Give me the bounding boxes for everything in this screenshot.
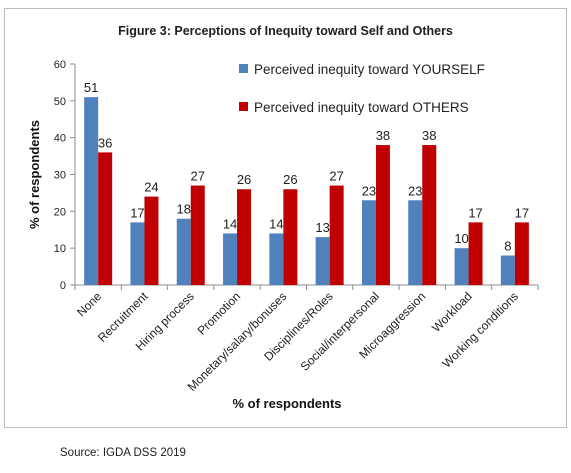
data-label: 27 — [329, 169, 343, 184]
legend-label-yourself: Perceived inequity toward YOURSELF — [254, 62, 485, 77]
bar-others — [144, 196, 159, 285]
data-label: 27 — [191, 169, 205, 184]
bar-yourself — [500, 255, 515, 285]
bar-others — [468, 222, 483, 285]
data-label: 17 — [130, 205, 144, 220]
data-label: 8 — [504, 239, 511, 254]
bar-yourself — [223, 233, 238, 285]
y-tick-label: 20 — [54, 206, 66, 218]
y-axis-title: % of respondents — [27, 120, 42, 229]
bar-others — [329, 185, 344, 285]
bar-yourself — [408, 200, 423, 285]
legend-swatch-others — [239, 102, 248, 111]
source-note: Source: IGDA DSS 2019 — [60, 447, 186, 459]
data-label: 36 — [98, 135, 112, 150]
data-label: 13 — [315, 220, 329, 235]
y-tick-label: 0 — [60, 280, 66, 292]
data-label: 17 — [468, 205, 482, 220]
data-label: 10 — [454, 231, 468, 246]
y-tick-label: 60 — [54, 59, 66, 71]
y-tick-label: 40 — [54, 133, 66, 145]
category-label: Social/interpersonal — [298, 289, 382, 373]
bar-others — [375, 145, 390, 285]
bar-yourself — [454, 248, 469, 285]
data-label: 14 — [269, 216, 283, 231]
data-label: 51 — [84, 80, 98, 95]
bar-yourself — [315, 237, 330, 285]
bar-yourself — [269, 233, 284, 285]
data-label: 38 — [376, 128, 390, 143]
bar-others — [190, 185, 205, 285]
y-tick-label: 30 — [54, 170, 66, 182]
bar-others — [514, 222, 529, 285]
data-label: 26 — [283, 172, 297, 187]
data-label: 17 — [515, 205, 529, 220]
legend-swatch-yourself — [239, 64, 248, 73]
data-label: 38 — [422, 128, 436, 143]
bar-others — [283, 189, 298, 285]
data-label: 14 — [223, 216, 237, 231]
data-label: 26 — [237, 172, 251, 187]
figure-frame — [4, 8, 567, 428]
bar-yourself — [84, 97, 99, 286]
category-label: None — [74, 289, 104, 319]
y-tick-label: 10 — [54, 243, 66, 255]
data-label: 23 — [362, 183, 376, 198]
chart-title: Figure 3: Perceptions of Inequity toward… — [118, 24, 453, 38]
data-label: 23 — [408, 183, 422, 198]
data-label: 18 — [177, 202, 191, 217]
bar-others — [422, 145, 437, 285]
data-label: 24 — [144, 180, 158, 195]
bar-yourself — [176, 218, 191, 285]
category-label: Workload — [429, 289, 475, 335]
bar-others — [98, 152, 113, 285]
category-label: Promotion — [195, 289, 244, 338]
bar-yourself — [130, 222, 145, 285]
x-axis-title: % of respondents — [232, 396, 341, 411]
legend-label-others: Perceived inequity toward OTHERS — [254, 100, 469, 115]
y-tick-label: 50 — [54, 96, 66, 108]
bar-others — [237, 189, 252, 285]
bar-yourself — [361, 200, 376, 285]
